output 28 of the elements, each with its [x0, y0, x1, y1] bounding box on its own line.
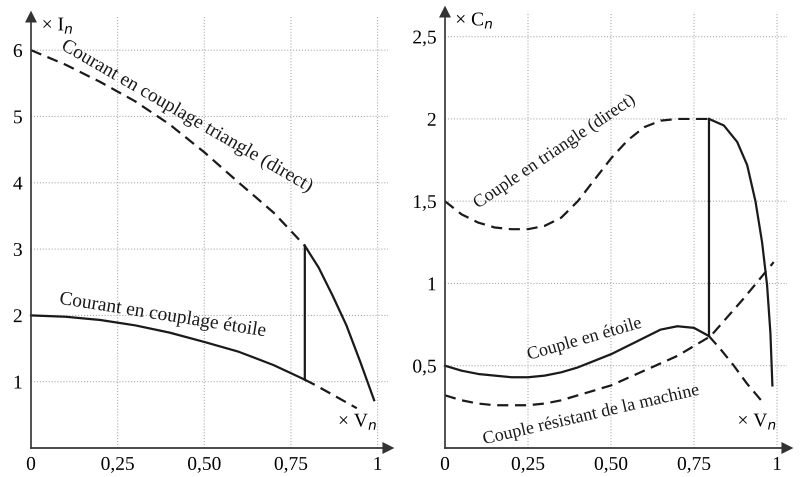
y-axis-title: × C$_{n}$ [456, 12, 492, 29]
y-tick-label: 2 [428, 112, 436, 126]
x-tick-label: 1 [774, 456, 781, 470]
x-tick-label: 0,50 [188, 456, 221, 473]
x-tick-label: 1 [374, 456, 382, 470]
x-axis-title: × V$_{n}$ [739, 414, 776, 430]
x-tick-label: 0,25 [512, 456, 544, 473]
y-axis-title: × I$_{n}$ [43, 18, 72, 34]
x-tick-label: 0,50 [594, 456, 628, 473]
y-tick-label: 6 [14, 44, 22, 58]
y-tick-label: 1 [428, 277, 436, 290]
text: Couple résistant de la machine [482, 382, 700, 448]
x-tick-label: 0,75 [678, 456, 710, 473]
x-tick-label: 0,25 [101, 456, 134, 473]
text: Courant en couplage étoile [58, 290, 267, 340]
x-tick-label: 0 [440, 456, 450, 470]
x-tick-label: 0 [26, 456, 36, 470]
y-tick-label: 1,5 [414, 195, 436, 211]
y-tick-label: 3 [14, 242, 22, 256]
x-axis-title: × V$_{n}$ [340, 414, 376, 430]
y-tick-label: 4 [13, 176, 22, 190]
text: Couple en étoile [526, 315, 643, 364]
y-tick-label: 1 [14, 376, 22, 388]
y-tick-label: 0,5 [413, 360, 436, 376]
x-tick-label: 0,75 [274, 456, 308, 473]
y-tick-label: 5 [14, 110, 22, 124]
y-tick-label: 2,5 [413, 30, 436, 46]
y-tick-label: 2 [14, 309, 22, 322]
